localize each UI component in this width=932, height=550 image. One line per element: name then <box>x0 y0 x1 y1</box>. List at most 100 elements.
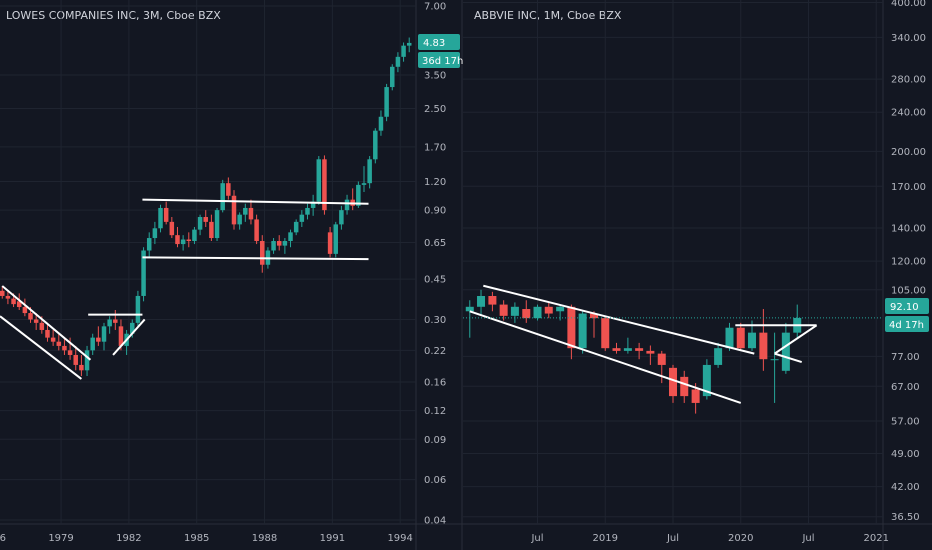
candle-body <box>316 159 322 202</box>
candle <box>384 83 389 122</box>
x-tick-label: 1994 <box>387 533 412 544</box>
candle-body <box>510 306 519 316</box>
candle-body <box>56 341 62 346</box>
candle <box>33 313 39 330</box>
y-tick-label: 0.90 <box>424 206 446 217</box>
chart-panel-0: 7.00 3.50 2.50 1.70 1.20 0.90 0.65 0.45 0.30 0.22… <box>0 0 463 544</box>
x-tick-label: 1979 <box>48 533 73 544</box>
candle <box>316 156 322 205</box>
candle <box>395 52 401 73</box>
candle <box>406 37 412 53</box>
candle-body <box>220 183 225 211</box>
candle-body <box>322 159 327 211</box>
candle <box>45 322 50 342</box>
candle-body <box>141 250 146 296</box>
candle <box>220 179 225 213</box>
candle <box>322 155 327 215</box>
candle-body <box>158 207 163 229</box>
candle <box>0 285 5 299</box>
candle <box>84 345 90 377</box>
x-tick-label: 2021 <box>863 533 888 544</box>
candle-body <box>702 364 711 397</box>
candle <box>544 302 553 319</box>
candle-body <box>623 348 632 351</box>
candle <box>79 354 84 377</box>
y-tick-label: 140.00 <box>891 223 926 234</box>
candle <box>590 311 599 338</box>
candle <box>367 156 372 189</box>
candle-body <box>657 353 666 365</box>
candle <box>770 332 779 403</box>
right-chart-title: ABBVIE INC, 1M, Cboe BZX <box>474 9 622 22</box>
candle-body <box>79 364 84 371</box>
candle-body <box>192 229 197 242</box>
x-tick-label: 1976 <box>0 533 6 544</box>
candle-body <box>276 241 282 246</box>
candle <box>612 342 621 354</box>
candle-body <box>395 56 401 67</box>
y-tick-label: 120.00 <box>891 257 926 268</box>
candle <box>243 203 248 222</box>
candle <box>73 345 78 371</box>
y-tick-label: 0.04 <box>424 516 446 527</box>
candle-body <box>73 354 78 365</box>
y-tick-label: 7.00 <box>424 2 446 13</box>
candle <box>135 290 141 327</box>
candle-body <box>39 322 45 330</box>
candle-body <box>344 199 350 211</box>
candle-body <box>669 367 677 397</box>
candle-body <box>747 332 756 349</box>
y-tick-label: 3.50 <box>424 70 446 81</box>
trendline <box>1 285 92 361</box>
candle <box>237 212 242 230</box>
y-tick-label: 0.09 <box>424 435 446 446</box>
y-tick-label: 67.00 <box>891 382 920 393</box>
y-tick-label: 1.20 <box>424 177 446 188</box>
last-price-tag <box>418 34 460 50</box>
candle <box>50 329 56 346</box>
candle <box>203 210 208 227</box>
y-tick-label: 36.50 <box>891 512 920 523</box>
candle <box>16 293 22 310</box>
candle-body <box>197 217 203 230</box>
trendline <box>483 284 755 355</box>
candle-body <box>169 221 175 236</box>
candle-body <box>406 42 412 46</box>
candle <box>282 238 288 254</box>
candle <box>350 188 355 211</box>
candle <box>209 214 214 242</box>
last-price-label: 4.83 <box>423 38 445 49</box>
candle-body <box>84 350 90 371</box>
candle-body <box>691 389 700 403</box>
trendline <box>0 315 83 380</box>
candle <box>714 342 723 368</box>
candle <box>192 226 197 245</box>
candle <box>522 300 531 323</box>
candle-body <box>11 298 16 305</box>
candle-body <box>282 241 288 246</box>
candle <box>339 205 344 230</box>
candle <box>567 304 576 360</box>
candle-body <box>373 130 378 160</box>
candle <box>254 214 259 245</box>
chart-panel-1: 400.00 340.00 280.00 240.00 200.00 170.00 140.… <box>463 0 929 544</box>
candle-body <box>714 348 723 365</box>
candle <box>226 177 231 200</box>
candle <box>781 322 790 374</box>
candle <box>248 199 254 225</box>
candle-body <box>186 239 192 242</box>
candle-body <box>135 295 141 323</box>
y-tick-label: 0.16 <box>424 378 446 389</box>
x-tick-label: 1985 <box>184 533 209 544</box>
candle-body <box>401 45 406 57</box>
candle <box>510 302 519 323</box>
candle-body <box>175 235 180 245</box>
candle-body <box>635 348 644 351</box>
candle <box>623 337 632 354</box>
candle-body <box>203 217 208 222</box>
candle-body <box>118 326 124 346</box>
x-tick-label: Jul <box>530 533 543 544</box>
candle-body <box>759 332 768 360</box>
